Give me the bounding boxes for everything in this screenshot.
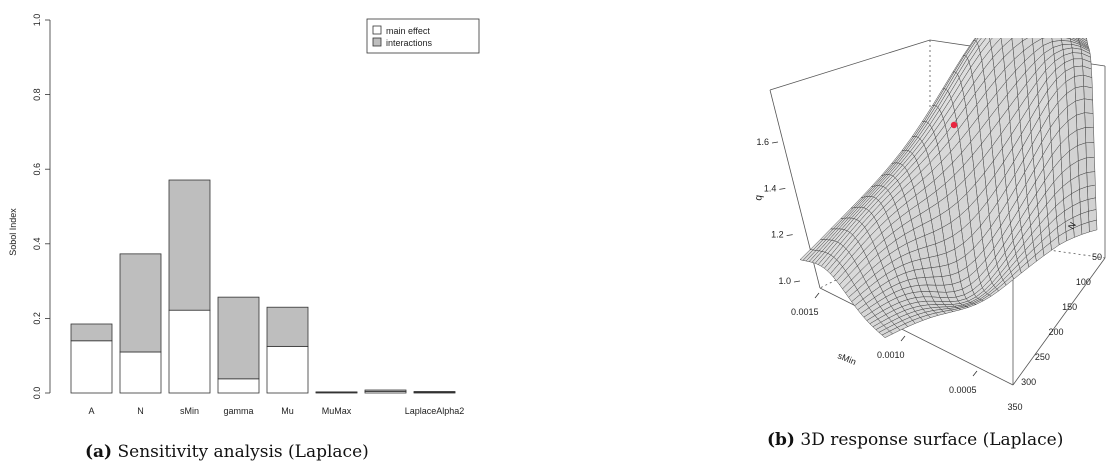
caption-b-label: (b) (767, 430, 795, 450)
y-tick-label: 250 (1035, 352, 1050, 362)
x-tick-label: 0.0010 (877, 350, 905, 360)
legend-swatch-interactions (372, 37, 382, 47)
surface-cell (1073, 58, 1083, 68)
x-tick (814, 292, 820, 299)
legend-swatch-main-effect (372, 25, 382, 35)
surface-cell (1083, 85, 1093, 101)
surface-cell (1074, 85, 1085, 102)
caption-a: (a) Sensitivity analysis (Laplace) (85, 442, 369, 462)
z-tick (771, 141, 779, 144)
y-tick-label: 0.8 (32, 88, 42, 101)
z-tick-label: 1.6 (756, 137, 769, 147)
bar-main-effect-N (119, 351, 162, 394)
bar-interactions-sMin (168, 179, 211, 311)
z-tick (793, 280, 801, 283)
legend-label-main-effect: main effect (386, 26, 430, 36)
y-tick-label: 300 (1021, 377, 1036, 387)
x-tick-label: LaplaceAlpha2 (405, 406, 465, 416)
y-axis: 50 100 150 200 250 300 350 (1007, 252, 1102, 412)
surface-mesh (799, 38, 1098, 338)
x-tick-label: gamma (223, 406, 253, 416)
x-tick-label: 0.0005 (949, 385, 977, 395)
surface-cell (1088, 219, 1098, 233)
y-axis-label: Sobol Index (8, 208, 18, 256)
legend-label-interactions: interactions (386, 38, 433, 48)
x-tick (900, 335, 906, 342)
bar-interactions-LaplaceAlpha2 (413, 391, 456, 393)
bar-interactions-unlabeled (364, 389, 407, 392)
z-tick-label: 1.2 (771, 230, 784, 240)
caption-a-label: (a) (85, 442, 113, 462)
x-axis-label: sMin (836, 351, 857, 367)
surface-cell (1077, 142, 1087, 162)
x-tick-label: Mu (281, 406, 294, 416)
z-tick (786, 234, 793, 237)
z-tick-label: 1.0 (778, 276, 791, 286)
caption-b-text: 3D response surface (Laplace) (800, 430, 1064, 450)
surface-cell (1073, 65, 1084, 77)
y-tick-label: 1.0 (32, 14, 42, 27)
y-tick-label: 50 (1092, 252, 1102, 262)
bar-interactions-Mu (266, 306, 309, 347)
surface-cell (1085, 127, 1095, 144)
z-axis-label: q (753, 194, 765, 201)
bar-interactions-gamma (217, 296, 260, 380)
surface-cell (1087, 184, 1096, 200)
bars (70, 179, 456, 394)
x-axis: 0.0015 0.0010 0.0005 (791, 292, 978, 395)
x-tick (972, 370, 978, 377)
y-tick-label: 100 (1076, 277, 1091, 287)
x-tick-label: A (88, 406, 94, 416)
bar-main-effect-gamma (217, 378, 260, 394)
bar-interactions-MuMax (315, 391, 358, 393)
bar-interactions-N (119, 253, 162, 353)
surface-cell (1074, 74, 1084, 89)
y-tick-label: 0.0 (32, 387, 42, 400)
surface-cell (1072, 52, 1083, 60)
surface-cell (1085, 142, 1095, 159)
optimum-marker (950, 121, 958, 129)
surface-cell (1083, 98, 1094, 114)
y-tick-label: 200 (1048, 327, 1063, 337)
surface-cell (1086, 171, 1096, 187)
y-axis-label: N (1066, 220, 1078, 231)
z-tick-label: 1.4 (764, 183, 777, 193)
x-tick-label: N (137, 406, 144, 416)
x-tick-label: MuMax (322, 406, 352, 416)
caption-a-text: Sensitivity analysis (Laplace) (117, 442, 369, 462)
y-axis: 0.0 0.2 0.4 0.6 0.8 1.0 (32, 14, 51, 400)
surface-cell (881, 330, 894, 338)
surface-cell (1087, 197, 1097, 212)
x-tick-label: sMin (180, 406, 199, 416)
z-tick (779, 187, 786, 190)
y-tick-label: 150 (1062, 302, 1077, 312)
z-axis: 1.0 1.2 1.4 1.6 (756, 137, 801, 286)
bar-main-effect-Mu (266, 345, 309, 394)
surface-cell (1084, 112, 1094, 129)
legend: main effect interactions (366, 18, 480, 54)
surface-cell (1076, 127, 1087, 146)
caption-b: (b) 3D response surface (Laplace) (767, 430, 1063, 450)
y-tick-label: 0.4 (32, 238, 42, 251)
y-tick-label: 350 (1007, 402, 1022, 412)
x-tick-label: 0.0015 (791, 307, 819, 317)
bar-main-effect-sMin (168, 309, 211, 394)
surface-cell (1061, 40, 1072, 45)
surface-cell (1076, 112, 1086, 131)
surface-cell (1086, 157, 1096, 173)
surface-cell (1075, 98, 1085, 116)
response-surface-chart: 1.0 1.2 1.4 1.6 q 0.0015 0.0010 0.0005 sMin 5… (753, 38, 1106, 412)
bar-interactions-A (70, 323, 113, 342)
y-tick-label: 0.2 (32, 312, 42, 325)
legend-box (366, 18, 480, 54)
bar-main-effect-A (70, 340, 113, 394)
y-tick-label: 0.6 (32, 163, 42, 176)
